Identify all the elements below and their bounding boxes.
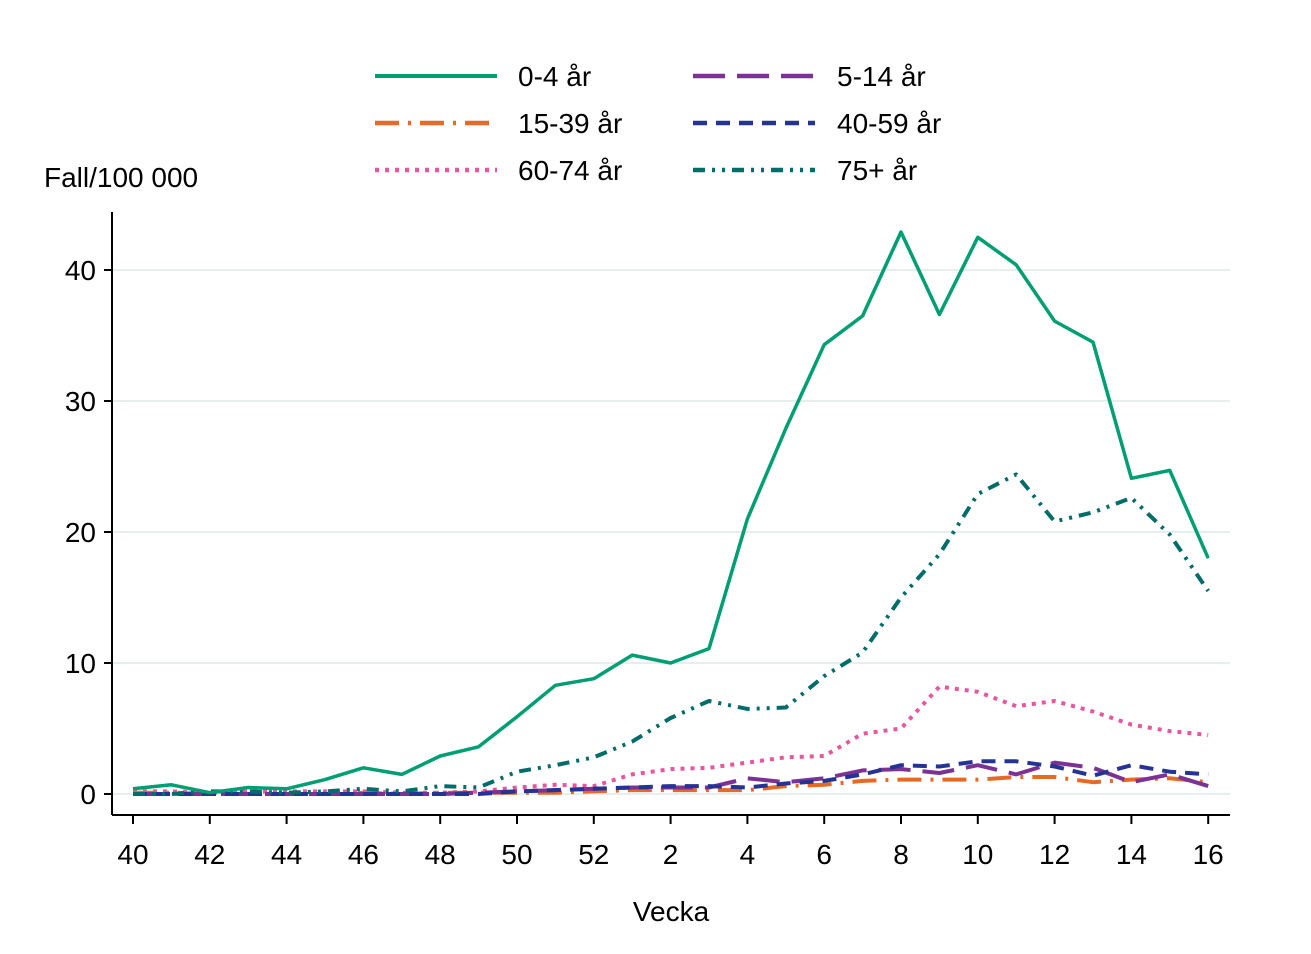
- x-tick-label: 8: [893, 839, 909, 870]
- series-line-40-59-r: [133, 759, 1209, 796]
- series-line-60-74-r: [133, 684, 1209, 795]
- x-tick-label: 2: [663, 839, 679, 870]
- legend-label: 5-14 år: [837, 61, 926, 92]
- series-line-75plus-r: [133, 472, 1210, 796]
- series-line-0-4-r: [132, 230, 1210, 795]
- legend-label: 60-74 år: [518, 155, 622, 186]
- y-axis-title: Fall/100 000: [44, 162, 198, 193]
- x-tick-label: 42: [194, 839, 225, 870]
- x-axis-title: Vecka: [633, 896, 710, 927]
- x-axis-ticks: 40 42 44 46 48 50 52 2 4 6 8 10 12 14 16: [117, 815, 1224, 870]
- x-tick-label: 52: [578, 839, 609, 870]
- x-tick-label: 48: [425, 839, 456, 870]
- x-tick-label: 4: [740, 839, 756, 870]
- y-tick-label: 20: [65, 517, 96, 548]
- x-tick-label: 12: [1039, 839, 1070, 870]
- x-tick-label: 14: [1116, 839, 1147, 870]
- series-lines: [132, 230, 1210, 796]
- x-tick-label: 44: [271, 839, 302, 870]
- y-tick-label: 0: [80, 779, 96, 810]
- x-tick-label: 6: [816, 839, 832, 870]
- legend-label: 40-59 år: [837, 108, 941, 139]
- x-tick-label: 40: [117, 839, 148, 870]
- x-tick-label: 10: [962, 839, 993, 870]
- gridlines: [112, 269, 1230, 795]
- y-tick-label: 30: [65, 386, 96, 417]
- x-tick-label: 50: [501, 839, 532, 870]
- y-axis-ticks: 0 10 20 30 40: [65, 255, 112, 810]
- legend-label: 75+ år: [837, 155, 917, 186]
- legend-label: 15-39 år: [518, 108, 622, 139]
- y-tick-label: 10: [65, 648, 96, 679]
- x-tick-label: 16: [1193, 839, 1224, 870]
- y-tick-label: 40: [65, 255, 96, 286]
- x-tick-label: 46: [348, 839, 379, 870]
- axes: [111, 212, 1230, 816]
- legend: 0-4 år 5-14 år 15-39 år 40-59 år 60-74 år 75+…: [375, 61, 941, 186]
- legend-label: 0-4 år: [518, 61, 591, 92]
